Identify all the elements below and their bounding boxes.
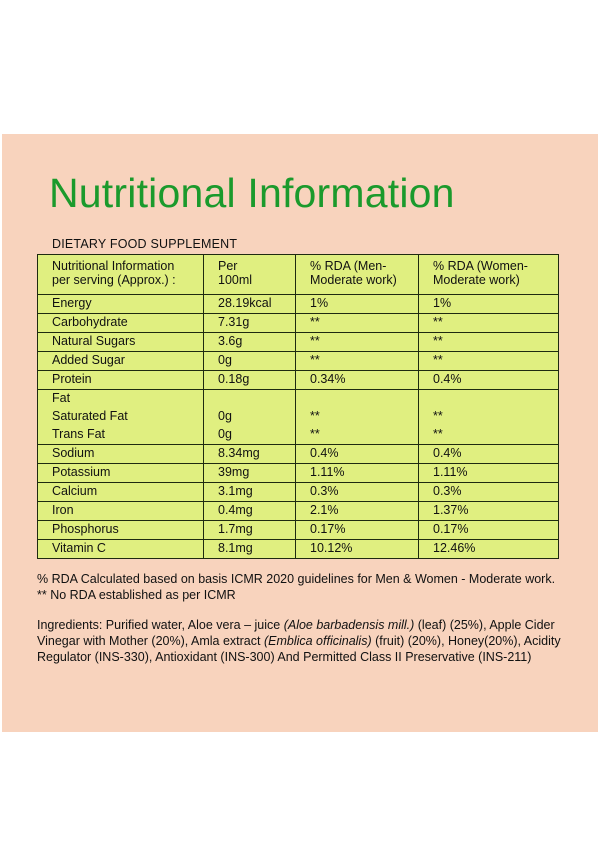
table-row: Protein 0.18g 0.34% 0.4% [37, 370, 559, 390]
nutrient-name: Added Sugar [37, 351, 204, 371]
per-100ml-value: 8.1mg [203, 539, 296, 559]
header-nutrient: Nutritional Information per serving (Appr… [37, 254, 204, 295]
rda-men-value: ** [295, 313, 419, 333]
rda-men-value: ** [295, 332, 419, 352]
table-row: Potassium 39mg 1.11% 1.11% [37, 463, 559, 483]
per-100ml-value: 0g [203, 426, 296, 445]
table-row: Fat [37, 389, 559, 408]
rda-women-value: 1% [418, 294, 559, 314]
per-100ml-value: 8.34mg [203, 444, 296, 464]
table-header-row: Nutritional Information per serving (Appr… [37, 254, 559, 295]
nutrient-name: Vitamin C [37, 539, 204, 559]
per-100ml-value: 7.31g [203, 313, 296, 333]
nutrient-name: Protein [37, 370, 204, 390]
per-100ml-value: 3.1mg [203, 482, 296, 502]
page-title: Nutritional Information [49, 170, 455, 216]
per-100ml-value: 0.4mg [203, 501, 296, 521]
table-row: Saturated Fat 0g ** ** [37, 408, 559, 426]
ingredients-label: Ingredients: [37, 618, 103, 632]
table-row: Trans Fat 0g ** ** [37, 426, 559, 445]
rda-men-value: ** [295, 408, 419, 426]
table-row: Natural Sugars 3.6g ** ** [37, 332, 559, 352]
rda-women-value: ** [418, 426, 559, 445]
per-100ml-value: 0g [203, 408, 296, 426]
ingredients-text: Ingredients: Purified water, Aloe vera –… [37, 618, 561, 664]
nutrient-name: Potassium [37, 463, 204, 483]
rda-women-value: ** [418, 313, 559, 333]
nutrient-name: Iron [37, 501, 204, 521]
rda-women-value: 12.46% [418, 539, 559, 559]
nutrient-name: Natural Sugars [37, 332, 204, 352]
per-100ml-value: 1.7mg [203, 520, 296, 540]
rda-women-value: 0.4% [418, 444, 559, 464]
header-rda-women: % RDA (Women- Moderate work) [418, 254, 559, 295]
header-rda-men: % RDA (Men- Moderate work) [295, 254, 419, 295]
rda-men-value: 0.34% [295, 370, 419, 390]
per-100ml-value: 3.6g [203, 332, 296, 352]
rda-women-value: 1.37% [418, 501, 559, 521]
per-100ml-value: 0g [203, 351, 296, 371]
nutrition-table-container: Nutritional Information per serving (Appr… [37, 254, 559, 559]
rda-women-value: 0.3% [418, 482, 559, 502]
per-100ml-value: 28.19kcal [203, 294, 296, 314]
rda-men-value: ** [295, 426, 419, 445]
rda-men-value: 2.1% [295, 501, 419, 521]
rda-women-value: 1.11% [418, 463, 559, 483]
rda-women-value [418, 389, 559, 408]
per-100ml-value: 0.18g [203, 370, 296, 390]
rda-men-value: 0.3% [295, 482, 419, 502]
rda-men-value: 0.4% [295, 444, 419, 464]
rda-men-value: 1.11% [295, 463, 419, 483]
table-row: Added Sugar 0g ** ** [37, 351, 559, 371]
nutrient-name: Trans Fat [37, 426, 204, 445]
aloe-botanical-name: (Aloe barbadensis mill.) [283, 618, 415, 632]
amla-botanical-name: (Emblica officinalis) [263, 634, 372, 648]
nutrient-name: Fat [37, 389, 204, 408]
nutrition-table: Nutritional Information per serving (Appr… [37, 254, 559, 559]
rda-women-value: ** [418, 332, 559, 352]
rda-men-value [295, 389, 419, 408]
nutrient-name: Energy [37, 294, 204, 314]
table-row: Iron 0.4mg 2.1% 1.37% [37, 501, 559, 521]
nutrient-name: Sodium [37, 444, 204, 464]
header-per-100ml: Per 100ml [203, 254, 296, 295]
rda-women-value: ** [418, 408, 559, 426]
nutrient-name: Calcium [37, 482, 204, 502]
supplement-subtitle: DIETARY FOOD SUPPLEMENT [52, 237, 238, 251]
rda-men-value: ** [295, 351, 419, 371]
per-100ml-value [203, 389, 296, 408]
rda-men-value: 10.12% [295, 539, 419, 559]
table-row: Calcium 3.1mg 0.3% 0.3% [37, 482, 559, 502]
rda-women-value: 0.17% [418, 520, 559, 540]
table-row: Energy 28.19kcal 1% 1% [37, 294, 559, 314]
rda-footnote: % RDA Calculated based on basis ICMR 202… [37, 572, 556, 602]
nutrient-name: Saturated Fat [37, 408, 204, 426]
table-row: Carbohydrate 7.31g ** ** [37, 313, 559, 333]
table-row: Phosphorus 1.7mg 0.17% 0.17% [37, 520, 559, 540]
nutrient-name: Phosphorus [37, 520, 204, 540]
rda-men-value: 1% [295, 294, 419, 314]
rda-women-value: 0.4% [418, 370, 559, 390]
table-row: Sodium 8.34mg 0.4% 0.4% [37, 444, 559, 464]
rda-men-value: 0.17% [295, 520, 419, 540]
per-100ml-value: 39mg [203, 463, 296, 483]
table-row: Vitamin C 8.1mg 10.12% 12.46% [37, 539, 559, 559]
nutrient-name: Carbohydrate [37, 313, 204, 333]
rda-women-value: ** [418, 351, 559, 371]
